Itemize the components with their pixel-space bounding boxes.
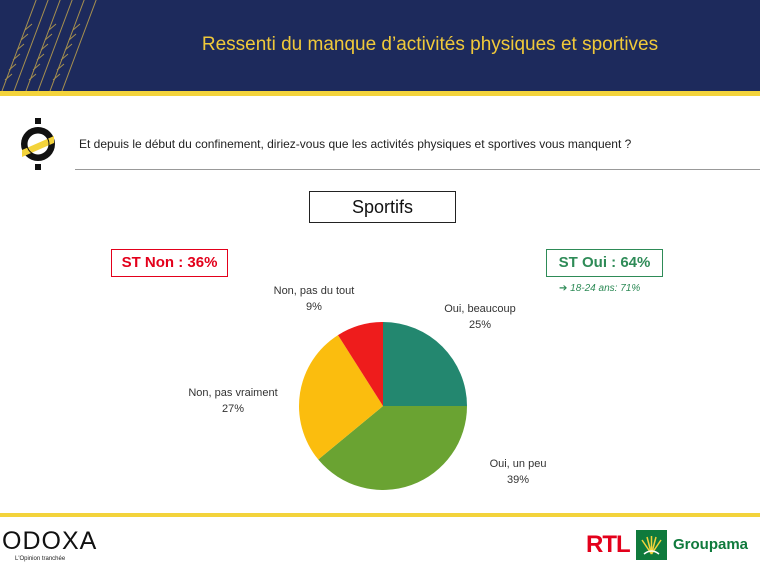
slice-label: Oui, beaucoup: [444, 303, 516, 315]
page-title: Ressenti du manque d’activités physiques…: [201, 34, 659, 55]
slice-label: Non, pas vraiment: [188, 387, 277, 399]
segment-label: Sportifs: [309, 191, 456, 223]
st-non-summary: ST Non : 36%: [111, 249, 228, 277]
slice-value-label: 25%: [469, 319, 491, 331]
arrow-right-icon: ➔: [559, 283, 571, 294]
header-banner: Ressenti du manque d’activités physiques…: [0, 0, 760, 91]
st-oui-note-text: 18-24 ans: 71%: [570, 283, 641, 294]
odoxa-tagline: L'Opinion tranchée: [15, 556, 66, 562]
slice-label: Non, pas du tout: [274, 285, 355, 297]
slice-value-label: 39%: [507, 474, 529, 486]
odoxa-symbol-icon: [21, 118, 55, 170]
st-oui-note: ➔ 18-24 ans: 71%: [559, 283, 640, 294]
survey-question: Et depuis le début du confinement, dirie…: [79, 137, 632, 151]
slice-value-label: 27%: [222, 403, 244, 415]
pie-slice: [337, 322, 383, 406]
pie-slice: [383, 322, 467, 406]
decorative-pattern-icon: [1, 0, 97, 91]
groupama-emblem-icon: [636, 530, 667, 560]
st-oui-summary: ST Oui : 64%: [546, 249, 663, 277]
slice-label: Oui, un peu: [490, 458, 547, 470]
header-stripe: [0, 91, 760, 96]
slice-value-label: 9%: [306, 301, 322, 313]
groupama-logo: Groupama: [673, 536, 749, 553]
pie-slice: [318, 406, 467, 491]
pie-slice: [298, 335, 383, 460]
footer-stripe: [0, 513, 760, 517]
odoxa-logo: ODOXA: [2, 527, 98, 555]
divider: [75, 169, 760, 170]
rtl-logo: RTL: [586, 531, 631, 558]
